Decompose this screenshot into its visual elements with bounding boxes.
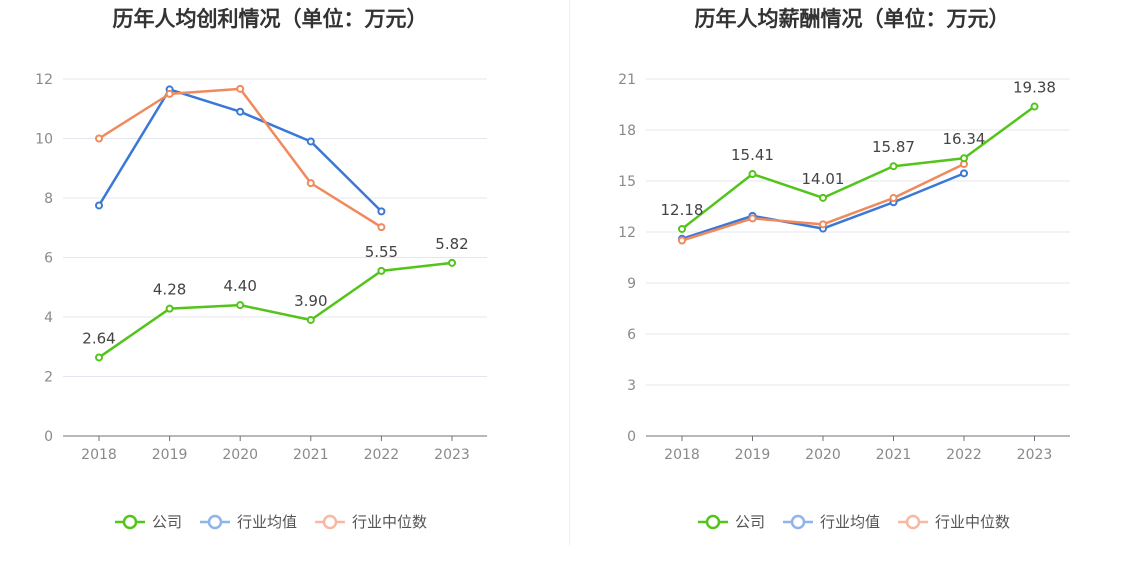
- y-tick-label: 8: [44, 191, 53, 207]
- x-tick-label: 2018: [81, 447, 117, 463]
- x-tick-label: 2019: [152, 447, 188, 463]
- per-capita-profit-chart-panel: 历年人均创利情况（单位：万元） 0 2 4 6 8 10 12 2018 2019 2020 202…: [0, 0, 567, 582]
- series-line-1: [97, 88, 383, 213]
- data-point: [748, 214, 757, 223]
- y-tick-label: 10: [35, 132, 53, 148]
- y-tick-label: 2: [44, 370, 53, 386]
- series-line-0: [98, 261, 453, 359]
- data-point: [1030, 102, 1039, 111]
- legend-marker: [790, 514, 806, 530]
- y-tick-label: 4: [44, 310, 53, 326]
- x-tick-label: 2020: [805, 447, 841, 463]
- legend-label: 公司: [735, 513, 765, 531]
- legend-marker: [122, 514, 138, 530]
- legend-marker: [322, 514, 338, 530]
- data-point: [236, 107, 245, 116]
- legend-item: 行业均值: [783, 513, 880, 531]
- y-tick-label: 12: [618, 225, 636, 241]
- data-point: [889, 194, 898, 202]
- data-point: [960, 169, 968, 178]
- per-capita-salary-chart-panel: 历年人均薪酬情况（单位：万元） 0 3 6 9 12 15 18 21 2018 2019 2020…: [567, 0, 1134, 582]
- data-point: [819, 220, 827, 229]
- legend-label: 公司: [152, 513, 182, 531]
- x-tick-label: 2021: [876, 447, 912, 463]
- y-tick-label: 21: [618, 72, 636, 88]
- data-point: [678, 236, 686, 245]
- y-tick-label: 0: [627, 429, 636, 445]
- data-label: 5.82: [435, 235, 468, 253]
- data-point: [165, 304, 174, 313]
- data-label: 2.64: [82, 329, 115, 347]
- legend-label: 行业均值: [820, 513, 880, 531]
- y-tick-label: 6: [627, 327, 636, 343]
- x-tick-label: 2023: [1017, 447, 1053, 463]
- series-line-0: [681, 105, 1036, 230]
- data-label: 5.55: [365, 243, 398, 261]
- data-point: [236, 84, 245, 93]
- data-point: [748, 170, 757, 179]
- legend-label: 行业均值: [237, 513, 297, 531]
- x-tick-label: 2020: [222, 447, 258, 463]
- data-point: [306, 179, 315, 188]
- chart-title: 历年人均薪酬情况（单位：万元）: [695, 7, 1010, 31]
- data-label: 4.28: [153, 281, 186, 299]
- panel-divider: [569, 0, 570, 545]
- y-tick-label: 18: [618, 123, 636, 139]
- data-point: [95, 134, 103, 143]
- y-tick-label: 3: [627, 378, 636, 394]
- per-capita-profit-chart: 历年人均创利情况（单位：万元） 0 2 4 6 8 10 12 2018 2019 2020 202…: [35, 7, 487, 531]
- data-point: [236, 301, 245, 310]
- data-point: [165, 89, 174, 98]
- legend-item: 公司: [115, 513, 182, 531]
- x-tick-label: 2019: [735, 447, 771, 463]
- data-point: [306, 315, 315, 324]
- data-point: [448, 258, 456, 267]
- legend-marker: [705, 514, 721, 530]
- data-point: [889, 162, 898, 171]
- y-tick-label: 0: [44, 429, 53, 445]
- data-point: [306, 137, 315, 146]
- legend-marker: [207, 514, 223, 530]
- legend-label: 行业中位数: [352, 513, 427, 531]
- legend-item: 公司: [698, 513, 765, 531]
- legend-item: 行业中位数: [315, 513, 427, 531]
- legend-marker: [905, 514, 921, 530]
- data-label: 12.18: [661, 201, 704, 219]
- legend-item: 行业中位数: [898, 513, 1010, 531]
- y-tick-label: 15: [618, 174, 636, 190]
- legend-label: 行业中位数: [935, 513, 1010, 531]
- data-label: 3.90: [294, 292, 327, 310]
- x-tick-label: 2022: [946, 447, 982, 463]
- legend-item: 行业均值: [200, 513, 297, 531]
- x-tick-label: 2023: [434, 447, 470, 463]
- data-label: 15.41: [731, 146, 774, 164]
- data-point: [377, 207, 386, 216]
- chart-title: 历年人均创利情况（单位：万元）: [113, 7, 428, 31]
- data-point: [377, 223, 386, 232]
- x-tick-label: 2018: [664, 447, 700, 463]
- data-point: [95, 201, 103, 210]
- data-point: [377, 266, 386, 275]
- x-tick-label: 2021: [293, 447, 329, 463]
- data-label: 16.34: [943, 130, 986, 148]
- data-label: 19.38: [1013, 79, 1056, 97]
- data-point: [95, 353, 103, 362]
- data-label: 15.87: [872, 138, 915, 156]
- y-tick-label: 6: [44, 251, 53, 267]
- data-label: 4.40: [223, 277, 256, 295]
- per-capita-salary-chart: 历年人均薪酬情况（单位：万元） 0 3 6 9 12 15 18 21 2018 2019 2020…: [618, 7, 1070, 531]
- y-tick-label: 12: [35, 72, 53, 88]
- data-point: [678, 224, 686, 233]
- data-point: [960, 154, 968, 163]
- data-point: [819, 193, 827, 202]
- x-tick-label: 2022: [364, 447, 400, 463]
- data-label: 14.01: [802, 170, 845, 188]
- y-tick-label: 9: [627, 276, 636, 292]
